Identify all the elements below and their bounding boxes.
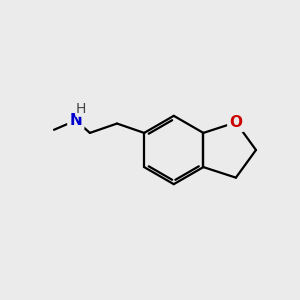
Text: O: O: [230, 115, 242, 130]
Text: N: N: [70, 113, 82, 128]
Text: H: H: [76, 102, 86, 116]
